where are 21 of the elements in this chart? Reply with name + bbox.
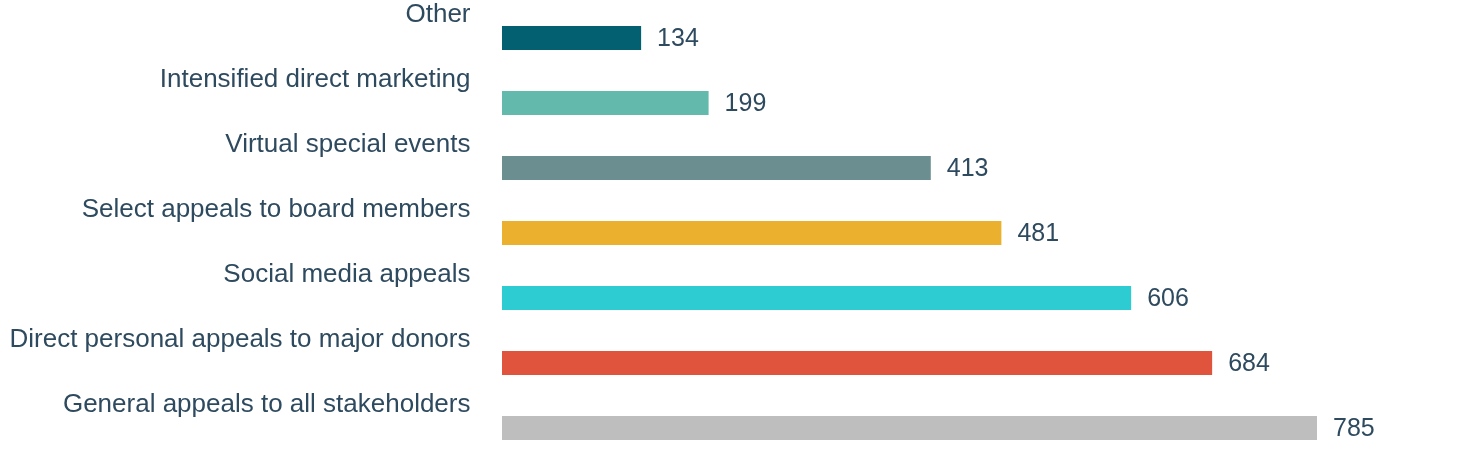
- data-label: 481: [1017, 218, 1060, 246]
- y-tick-label: Social media appeals: [223, 257, 471, 288]
- data-label: 134: [657, 23, 699, 52]
- y-tick-label: Select appeals to board members: [81, 193, 471, 223]
- bar: [502, 220, 1002, 246]
- bar: [502, 90, 709, 116]
- bar: [502, 415, 1317, 440]
- data-label: 606: [1147, 282, 1189, 311]
- bar: [502, 350, 1213, 376]
- data-label: 199: [724, 88, 767, 117]
- y-tick-label: Intensified direct marketing: [159, 63, 471, 94]
- y-tick-label: General appeals to all stakeholders: [62, 387, 471, 418]
- data-label: 684: [1228, 347, 1270, 376]
- data-label: 413: [946, 153, 989, 182]
- bar: [502, 285, 1132, 311]
- bar: [502, 155, 931, 181]
- y-tick-label: Other: [405, 0, 471, 29]
- bar: [502, 26, 642, 51]
- y-tick-label: Virtual special events: [225, 128, 471, 159]
- y-tick-label: Direct personal appeals to major donors: [9, 322, 471, 353]
- data-label: 785: [1333, 412, 1375, 441]
